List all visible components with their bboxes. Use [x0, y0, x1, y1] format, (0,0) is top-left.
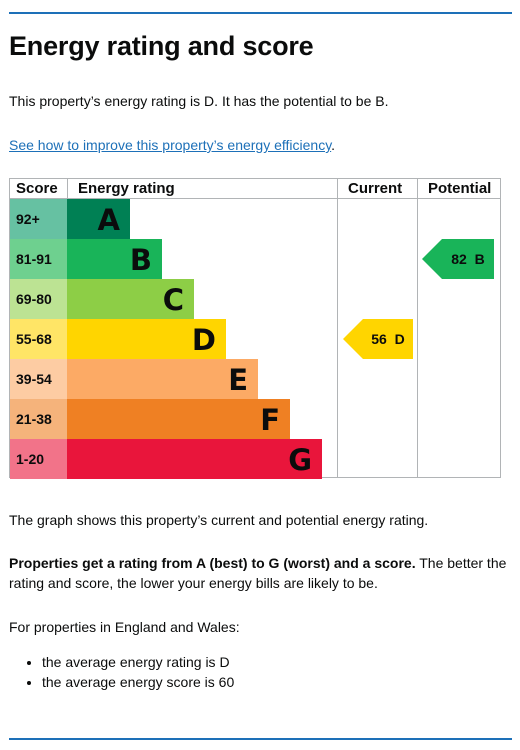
band-row-c: 69-80 C: [10, 279, 337, 319]
graph-description: The graph shows this property’s current …: [9, 512, 429, 528]
list-item-average-rating: the average energy rating is D: [42, 652, 234, 672]
band-letter-e: E: [228, 363, 248, 397]
band-letter-f: F: [260, 403, 280, 437]
band-score-d: 55-68: [10, 319, 67, 359]
averages-list: the average energy rating is D the avera…: [9, 652, 234, 692]
band-letter-b: B: [129, 243, 152, 277]
band-bar-e: E: [67, 359, 258, 399]
band-row-e: 39-54 E: [10, 359, 337, 399]
band-letter-c: C: [162, 283, 184, 317]
rating-explanation: Properties get a rating from A (best) to…: [9, 553, 509, 593]
current-arrow-tip: [343, 319, 363, 359]
band-score-c: 69-80: [10, 279, 67, 319]
potential-rating-arrow: 82 B: [422, 239, 494, 279]
column-divider-current: [337, 179, 338, 477]
band-score-f: 21-38: [10, 399, 67, 439]
bottom-divider: [9, 738, 512, 740]
column-divider-potential: [417, 179, 418, 477]
band-row-b: 81-91 B: [10, 239, 337, 279]
header-current: Current: [348, 180, 403, 197]
potential-rating-label: 82 B: [442, 239, 494, 279]
header-energy-rating: Energy rating: [78, 180, 175, 197]
improve-efficiency-link[interactable]: See how to improve this property’s energ…: [9, 137, 332, 153]
band-bar-b: B: [67, 239, 162, 279]
band-letter-a: A: [97, 203, 120, 237]
band-row-f: 21-38 F: [10, 399, 337, 439]
header-score: Score: [16, 180, 58, 197]
rating-summary: This property’s energy rating is D. It h…: [9, 93, 389, 109]
band-score-b: 81-91: [10, 239, 67, 279]
link-suffix: .: [331, 137, 336, 153]
band-letter-g: G: [288, 443, 312, 477]
band-score-e: 39-54: [10, 359, 67, 399]
band-score-g: 1-20: [10, 439, 67, 479]
region-intro: For properties in England and Wales:: [9, 619, 240, 635]
band-row-d: 55-68 D: [10, 319, 337, 359]
band-letter-d: D: [191, 323, 216, 357]
band-row-g: 1-20 G: [10, 439, 337, 479]
header-potential: Potential: [428, 180, 492, 197]
improve-paragraph: See how to improve this property’s energ…: [9, 135, 509, 155]
band-bar-c: C: [67, 279, 194, 319]
band-score-a: 92+: [10, 199, 67, 239]
band-bar-a: A: [67, 199, 130, 239]
band-bar-f: F: [67, 399, 290, 439]
rating-explanation-rest: The better the rating and score, the low…: [9, 555, 507, 591]
energy-rating-chart: Score Energy rating Current Potential 92…: [9, 178, 501, 479]
column-divider-score: [67, 179, 68, 199]
list-item-average-score: the average energy score is 60: [42, 672, 234, 692]
band-bar-g: G: [67, 439, 322, 479]
current-rating-arrow: 56 D: [343, 319, 413, 359]
current-rating-label: 56 D: [363, 319, 413, 359]
rating-explanation-bold: Properties get a rating from A (best) to…: [9, 555, 416, 571]
band-row-a: 92+ A: [10, 199, 337, 239]
top-divider: [9, 12, 512, 14]
potential-arrow-tip: [422, 239, 442, 279]
band-bar-d: D: [67, 319, 226, 359]
header-divider: [10, 198, 500, 199]
page-title: Energy rating and score: [9, 31, 314, 61]
